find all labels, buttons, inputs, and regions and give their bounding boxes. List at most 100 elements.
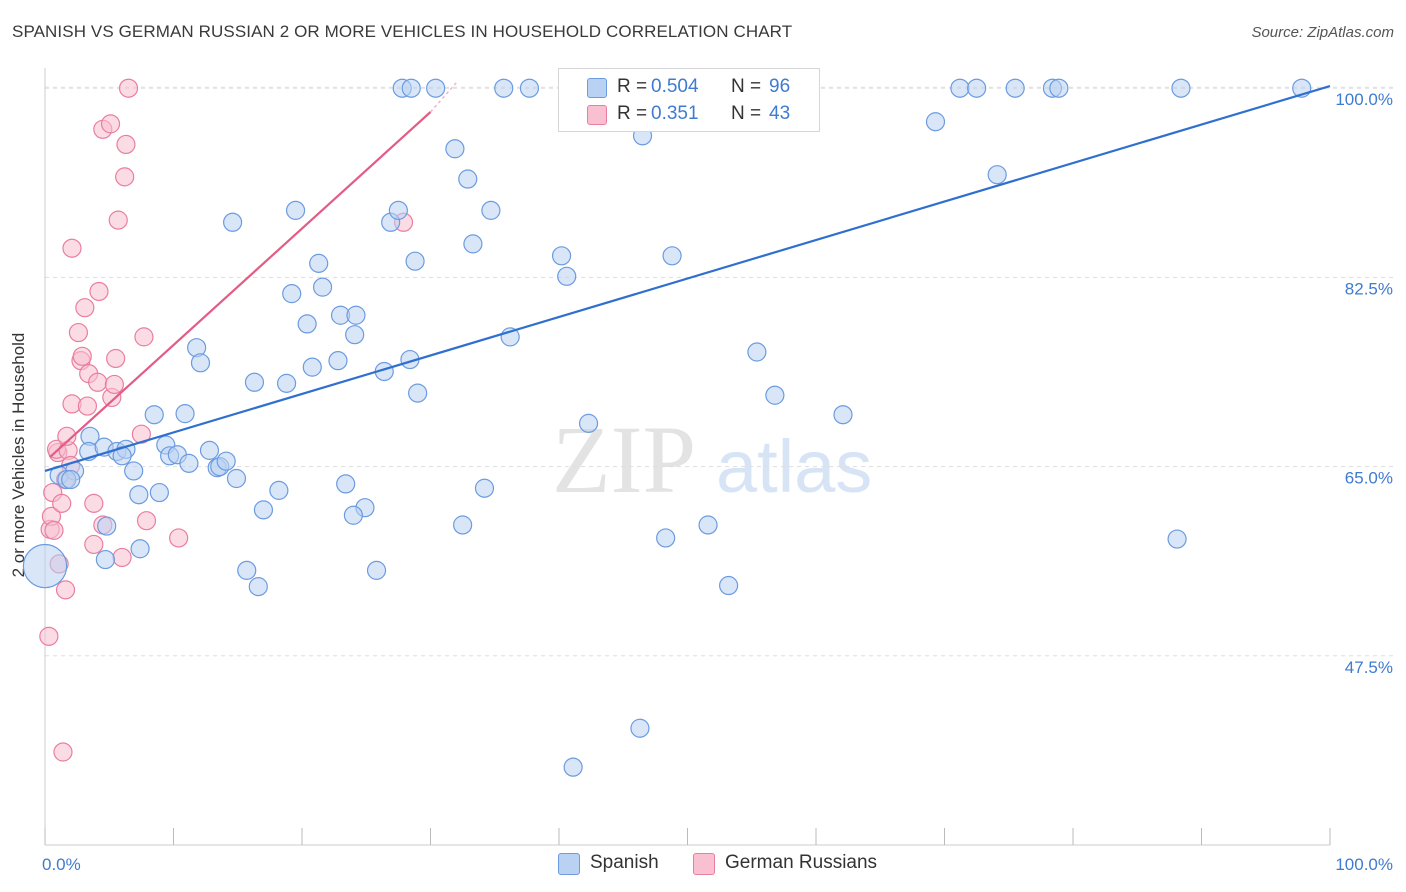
german-russians-point <box>72 346 92 366</box>
spanish-point <box>578 413 599 433</box>
spanish-point <box>481 200 501 220</box>
stats-row-german-russians: R = 0.351 N = 43 <box>559 101 819 127</box>
spanish-point <box>248 577 268 597</box>
spanish-point <box>343 505 363 525</box>
spanish-point <box>97 516 117 536</box>
spanish-point <box>408 383 428 403</box>
spanish-point <box>557 266 577 286</box>
spanish-point <box>453 515 473 535</box>
spanish-point <box>833 405 853 425</box>
german-russians-point <box>108 210 128 230</box>
r-label: R = <box>617 76 648 97</box>
german-russians-point <box>118 78 139 98</box>
spanish-point <box>346 305 366 325</box>
spanish-point <box>747 342 767 362</box>
spanish-point <box>199 440 220 460</box>
spanish-point <box>463 234 483 254</box>
spanish-point <box>285 200 306 220</box>
german-russians-point <box>68 322 89 343</box>
spanish-point <box>297 314 317 334</box>
spanish-point <box>519 78 540 98</box>
spanish-point <box>282 284 302 304</box>
german-russians-point <box>53 742 73 762</box>
spanish-point <box>61 469 81 490</box>
german-russians-point <box>134 327 154 347</box>
german-russians-point <box>88 372 108 392</box>
spanish-point <box>269 480 289 500</box>
spanish-point <box>765 385 785 405</box>
spanish-point <box>1049 78 1069 98</box>
spanish-point <box>719 575 739 596</box>
spanish-point <box>967 78 987 98</box>
spanish-point <box>223 212 243 232</box>
spanish-point <box>401 78 421 98</box>
y-tick-label: 65.0% <box>1345 469 1393 488</box>
german-russians-legend-swatch <box>693 853 715 875</box>
spanish-trend-line <box>44 85 1331 472</box>
spanish-point <box>987 165 1007 185</box>
german-russians-point <box>84 534 104 555</box>
spanish-point <box>426 78 446 98</box>
german-russians-point <box>104 374 124 395</box>
spanish-point <box>1005 78 1025 98</box>
r-value: 0.351 <box>651 103 699 124</box>
spanish-point <box>302 357 322 377</box>
spanish-point <box>656 528 676 548</box>
spanish-point <box>253 500 274 520</box>
spanish-point <box>1167 529 1187 549</box>
spanish-point <box>366 560 387 580</box>
spanish-point <box>458 169 478 189</box>
n-label: N = <box>731 103 762 124</box>
german-russians-point <box>89 281 109 302</box>
spanish-point <box>226 468 247 489</box>
spanish-point <box>309 253 329 273</box>
spanish-point <box>129 485 149 505</box>
spanish-point <box>405 251 425 271</box>
spanish-point <box>698 515 718 535</box>
spanish-point <box>216 451 236 471</box>
german-russians-point <box>77 396 98 416</box>
x-tick-label: 0.0% <box>42 855 81 874</box>
spanish-point <box>312 277 333 297</box>
spanish-point <box>563 757 583 777</box>
spanish-point <box>1171 78 1191 98</box>
legend-label: German Russians <box>725 852 878 873</box>
stats-box: R = 0.504 N = 96 R = 0.351 N = 43 <box>558 68 820 132</box>
spanish-point <box>95 549 115 570</box>
german-russians-point <box>116 134 136 155</box>
spanish-point <box>190 353 211 373</box>
german-russians-swatch <box>587 105 607 125</box>
german-russians-point <box>55 580 76 600</box>
german-russians-point <box>44 520 64 540</box>
chart-title: SPANISH VS GERMAN RUSSIAN 2 OR MORE VEHI… <box>12 22 793 41</box>
n-label: N = <box>731 76 762 97</box>
german-russians-trend-line <box>49 111 432 458</box>
source-label: Source: ZipAtlas.com <box>1251 24 1394 41</box>
spanish-point <box>474 478 495 498</box>
spanish-point <box>345 325 365 345</box>
r-label: R = <box>617 103 648 124</box>
x-tick-label: 100.0% <box>1335 855 1393 874</box>
german-russians-point <box>136 511 157 531</box>
german-russians-point <box>115 167 135 187</box>
y-tick-label: 100.0% <box>1335 90 1393 109</box>
spanish-point <box>22 543 68 589</box>
y-tick-label: 82.5% <box>1345 279 1393 298</box>
spanish-point <box>551 246 572 266</box>
spanish-point <box>630 718 650 738</box>
spanish-point <box>662 246 682 266</box>
german-russians-point <box>100 114 121 134</box>
spanish-point <box>950 78 970 98</box>
n-value: 43 <box>769 103 791 124</box>
spanish-point <box>237 560 257 580</box>
n-value: 96 <box>769 76 791 97</box>
german-russians-point <box>84 493 104 513</box>
spanish-point <box>124 461 144 481</box>
y-tick-label: 47.5% <box>1345 658 1393 677</box>
spanish-point <box>149 482 169 503</box>
stats-row-spanish: R = 0.504 N = 96 <box>559 74 819 100</box>
spanish-point <box>175 404 195 424</box>
spanish-point <box>445 139 465 159</box>
german-russians-point <box>39 626 59 646</box>
